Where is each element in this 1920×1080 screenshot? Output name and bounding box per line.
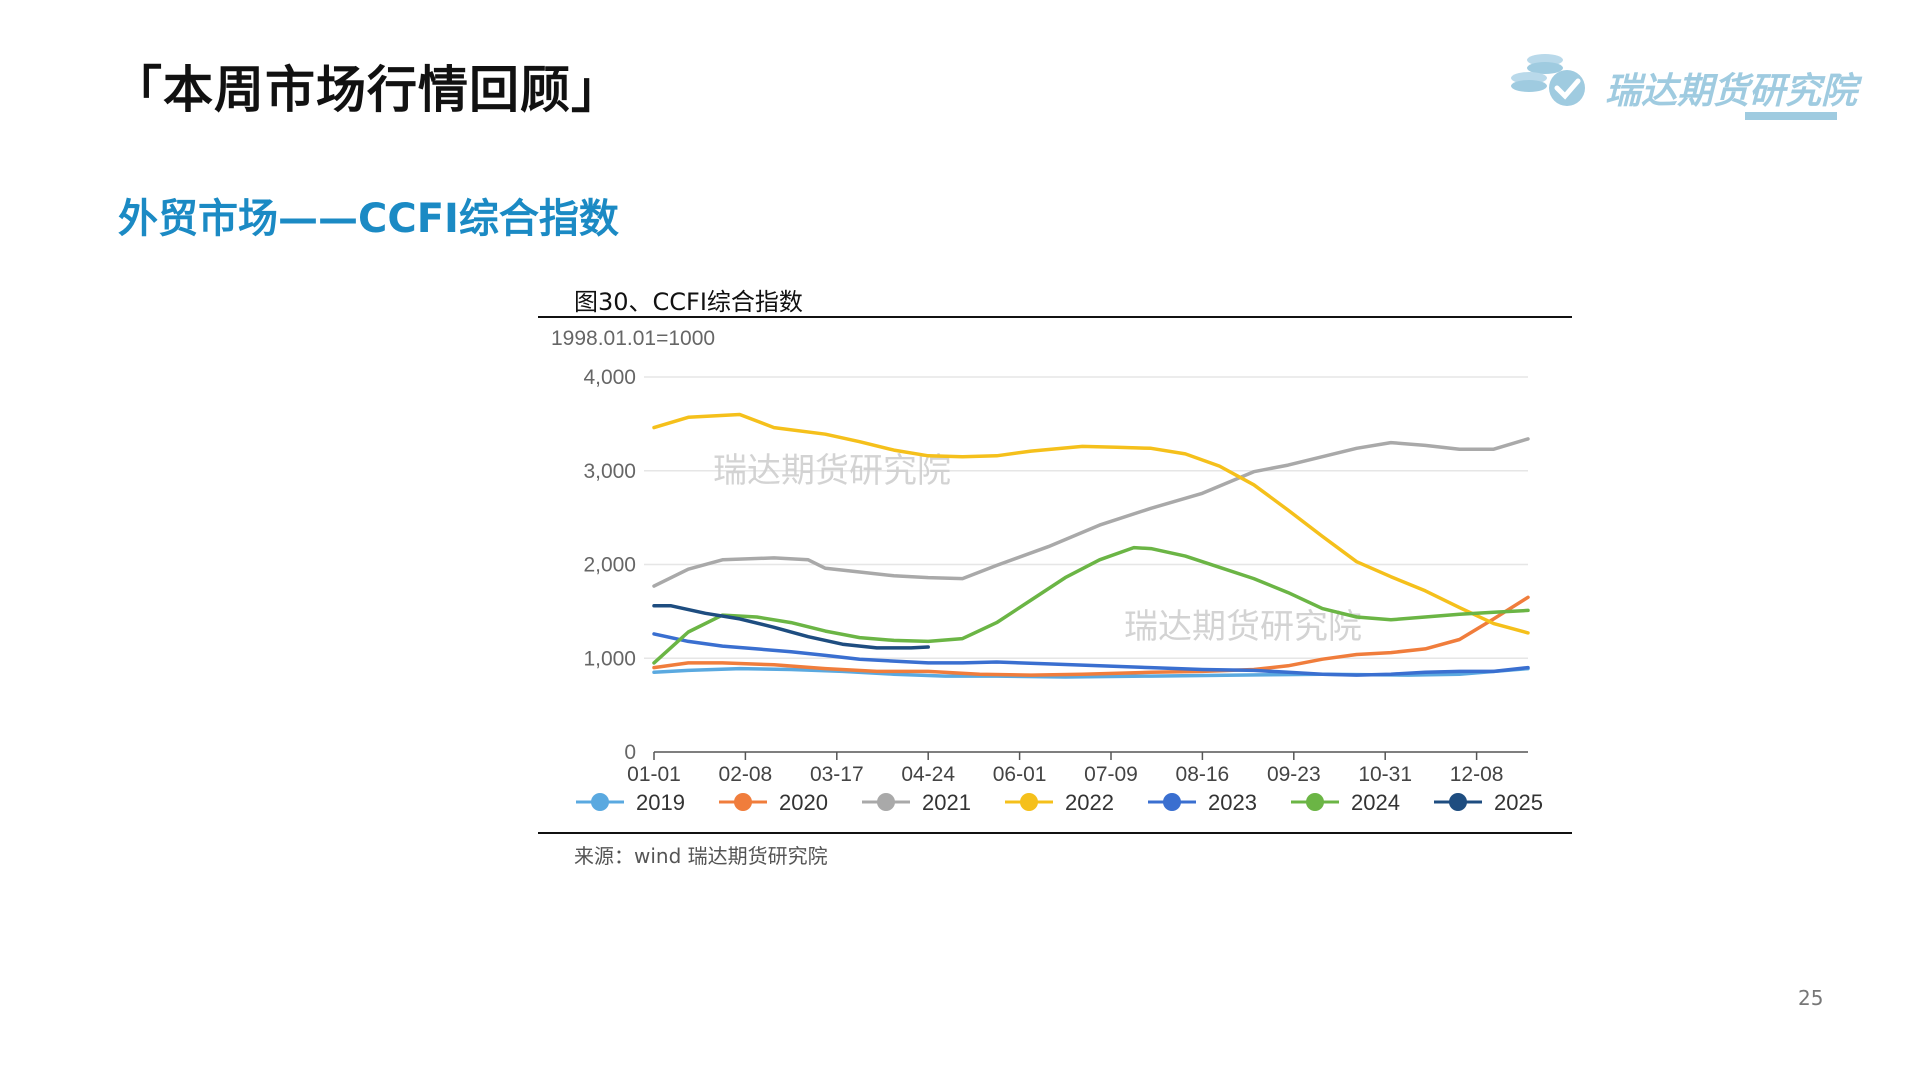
legend-label-2019: 2019 [636, 790, 685, 815]
series-line-2023 [652, 632, 1530, 677]
x-tick-label: 09-23 [1267, 763, 1321, 786]
legend-marker-2022 [1020, 793, 1038, 811]
series-line-2020 [652, 595, 1530, 677]
logo: 瑞达期货研究院 [1505, 40, 1857, 122]
watermark-text: 瑞达期货研究院 [1124, 607, 1362, 647]
y-tick-label: 0 [624, 741, 636, 764]
y-tick-label: 4,000 [583, 366, 636, 389]
figure-bottom-rule [538, 832, 1572, 834]
series-line-2022 [652, 412, 1530, 635]
series-line-2024 [652, 545, 1530, 665]
x-tick-label: 01-01 [627, 763, 681, 786]
chart-series [652, 412, 1530, 679]
series-line-2025 [652, 604, 930, 650]
legend-marker-2023 [1163, 793, 1181, 811]
figure-top-rule [538, 316, 1572, 318]
logo-underline [1745, 112, 1837, 120]
x-tick-label: 04-24 [901, 763, 955, 786]
legend-label-2025: 2025 [1494, 790, 1543, 815]
series-line-2021 [652, 437, 1530, 588]
chart-axes: 1998.01.01=1000 0 1,000 2,000 3,000 4,000 01-0… [551, 327, 1528, 786]
legend-label-2024: 2024 [1351, 790, 1400, 815]
legend-marker-2024 [1306, 793, 1324, 811]
chart-unit-note: 1998.01.01=1000 [551, 327, 715, 350]
x-tick-label: 06-01 [993, 763, 1047, 786]
legend-label-2022: 2022 [1065, 790, 1114, 815]
page-title: 「本周市场行情回顾」 [112, 61, 622, 119]
x-tick-label: 12-08 [1450, 763, 1504, 786]
legend-label-2023: 2023 [1208, 790, 1257, 815]
y-tick-label: 1,000 [583, 647, 636, 670]
legend-label-2021: 2021 [922, 790, 971, 815]
watermark-text: 瑞达期货研究院 [713, 451, 951, 491]
legend-marker-2021 [877, 793, 895, 811]
page-number: 25 [1798, 986, 1824, 1010]
legend-marker-2025 [1449, 793, 1467, 811]
legend-label-2020: 2020 [779, 790, 828, 815]
legend-marker-2020 [734, 793, 752, 811]
x-tick-label: 07-09 [1084, 763, 1138, 786]
x-tick-label: 02-08 [719, 763, 773, 786]
x-tick-label: 10-31 [1358, 763, 1412, 786]
x-tick-label: 03-17 [810, 763, 864, 786]
coins-check-icon [1511, 54, 1585, 106]
y-tick-label: 2,000 [583, 554, 636, 577]
logo-text: 瑞达期货研究院 [1605, 71, 1858, 112]
chart-grid [644, 376, 1528, 659]
figure-title: 图30、CCFI综合指数 [574, 288, 803, 316]
chart-legend: 2019 2020 2021 2022 2023 2024 2025 [576, 790, 1543, 815]
section-title: 外贸市场——CCFI综合指数 [118, 196, 619, 242]
y-tick-label: 3,000 [583, 460, 636, 483]
legend-marker-2019 [591, 793, 609, 811]
x-tick-label: 08-16 [1176, 763, 1230, 786]
source-note: 来源：wind 瑞达期货研究院 [574, 844, 828, 868]
